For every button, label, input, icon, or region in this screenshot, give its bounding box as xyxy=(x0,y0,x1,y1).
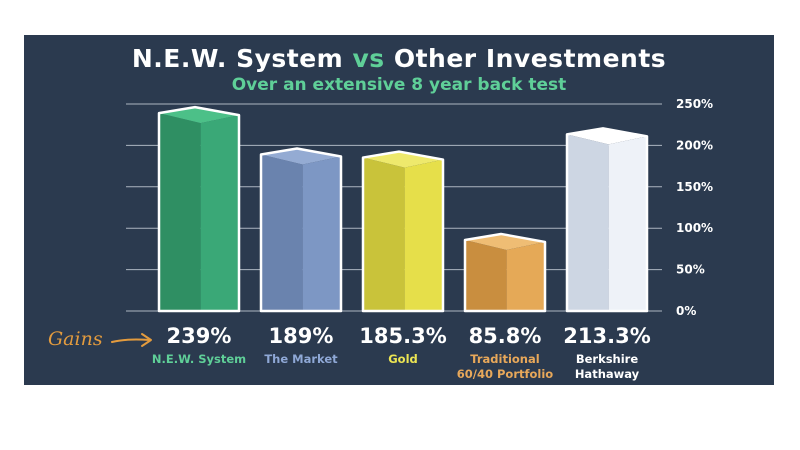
bar-top-face xyxy=(159,107,239,124)
bar-left-face xyxy=(261,154,303,311)
y-tick-label: 50% xyxy=(676,263,705,277)
category-label: 60/40 Portfolio xyxy=(457,367,553,381)
bar-right-face xyxy=(506,241,545,311)
bar-right-face xyxy=(302,156,341,311)
bar xyxy=(259,147,343,313)
y-tick-label: 200% xyxy=(676,138,713,152)
category-label: The Market xyxy=(264,352,338,366)
category-label: N.E.W. System xyxy=(152,352,246,366)
y-tick-label: 100% xyxy=(676,221,713,235)
chart-title: N.E.W. System vs Other Investments xyxy=(24,44,774,73)
value-label: 213.3% xyxy=(563,324,650,348)
bar-right-face xyxy=(404,159,443,311)
bar-left-face xyxy=(363,157,405,311)
chart-subtitle: Over an extensive 8 year back test xyxy=(231,75,567,95)
bar xyxy=(361,150,445,313)
value-label: 239% xyxy=(167,324,232,348)
bar xyxy=(157,105,241,313)
bar-top-face xyxy=(567,128,647,145)
y-tick-label: 250% xyxy=(676,97,713,111)
value-label: 189% xyxy=(269,324,334,348)
bar xyxy=(463,232,547,313)
bar-right-face xyxy=(608,136,647,311)
gains-arrow xyxy=(111,338,151,343)
category-label: Berkshire xyxy=(576,352,639,366)
bar-right-face xyxy=(200,115,239,311)
bar-left-face xyxy=(567,134,609,311)
bar-top-face xyxy=(261,148,341,165)
category-label: Hathaway xyxy=(575,367,640,381)
y-tick-label: 0% xyxy=(676,304,696,318)
y-tick-label: 150% xyxy=(676,180,713,194)
bar-left-face xyxy=(465,239,507,311)
value-label: 85.8% xyxy=(469,324,542,348)
chart-panel: N.E.W. System vs Other Investments Over … xyxy=(24,35,774,385)
value-label: 185.3% xyxy=(359,324,446,348)
bar xyxy=(565,127,649,313)
bar-chart: 0% 50% 100% 150% 200% 250% 239% N.E.W. System 18… xyxy=(48,97,713,381)
gains-arrow-head xyxy=(141,333,152,347)
bar-left-face xyxy=(159,113,201,311)
category-label: Traditional xyxy=(470,352,539,366)
title-main: N.E.W. System xyxy=(131,44,344,73)
bar-top-face xyxy=(363,151,443,168)
bar-top-face xyxy=(465,233,545,250)
category-label: Gold xyxy=(388,352,418,366)
gains-label: Gains xyxy=(48,328,103,350)
title-rest: Other Investments xyxy=(393,44,667,73)
title-vs: vs xyxy=(352,44,385,73)
